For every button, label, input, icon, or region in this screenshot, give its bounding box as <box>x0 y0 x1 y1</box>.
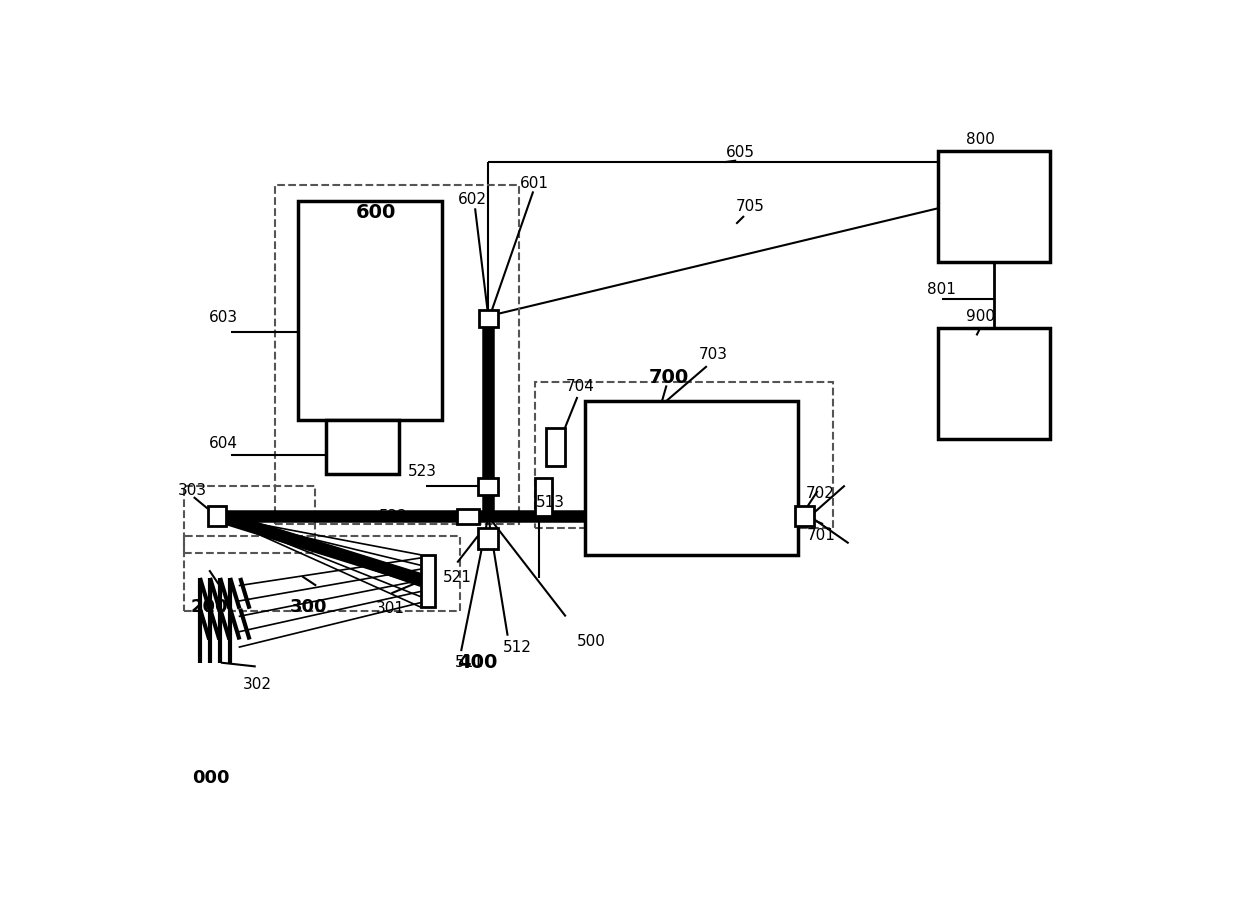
Text: 605: 605 <box>725 145 755 161</box>
Text: 512: 512 <box>503 640 532 655</box>
Bar <box>275 185 520 524</box>
Text: 400: 400 <box>458 653 497 672</box>
Bar <box>534 382 833 528</box>
Text: 700: 700 <box>649 368 689 387</box>
Text: 513: 513 <box>536 495 564 510</box>
Bar <box>585 400 799 555</box>
Bar <box>795 506 813 527</box>
Bar <box>937 327 1050 439</box>
Text: 523: 523 <box>408 465 436 479</box>
Text: 801: 801 <box>928 281 956 297</box>
Text: 703: 703 <box>698 347 728 362</box>
Bar <box>547 428 565 466</box>
Bar <box>420 555 435 607</box>
Text: 600: 600 <box>356 203 396 222</box>
Text: 601: 601 <box>521 176 549 191</box>
Text: 702: 702 <box>806 486 835 501</box>
Text: 521: 521 <box>443 570 471 585</box>
Text: 800: 800 <box>966 132 994 146</box>
Text: 511: 511 <box>454 655 484 670</box>
Bar <box>479 478 498 495</box>
Text: 303: 303 <box>177 483 207 498</box>
Text: 603: 603 <box>208 310 238 326</box>
Text: 300: 300 <box>290 598 327 616</box>
Bar <box>458 509 479 524</box>
Text: 500: 500 <box>577 633 606 649</box>
Text: 000: 000 <box>192 769 229 787</box>
Text: 705: 705 <box>735 199 765 215</box>
Bar <box>299 200 441 420</box>
Bar <box>534 478 552 516</box>
Text: 302: 302 <box>243 676 272 692</box>
Bar <box>185 536 460 611</box>
Bar <box>479 310 497 327</box>
Bar <box>937 151 1050 262</box>
Text: 704: 704 <box>565 380 594 394</box>
Text: 604: 604 <box>208 436 238 451</box>
Text: 522: 522 <box>379 509 408 524</box>
Text: 900: 900 <box>966 308 994 324</box>
Text: 602: 602 <box>459 191 487 207</box>
Bar <box>185 485 315 553</box>
Text: 701: 701 <box>807 528 836 543</box>
Bar <box>325 420 399 474</box>
Bar <box>479 528 498 549</box>
Text: 200: 200 <box>191 598 228 616</box>
Bar <box>207 506 226 527</box>
Text: 301: 301 <box>376 602 404 616</box>
